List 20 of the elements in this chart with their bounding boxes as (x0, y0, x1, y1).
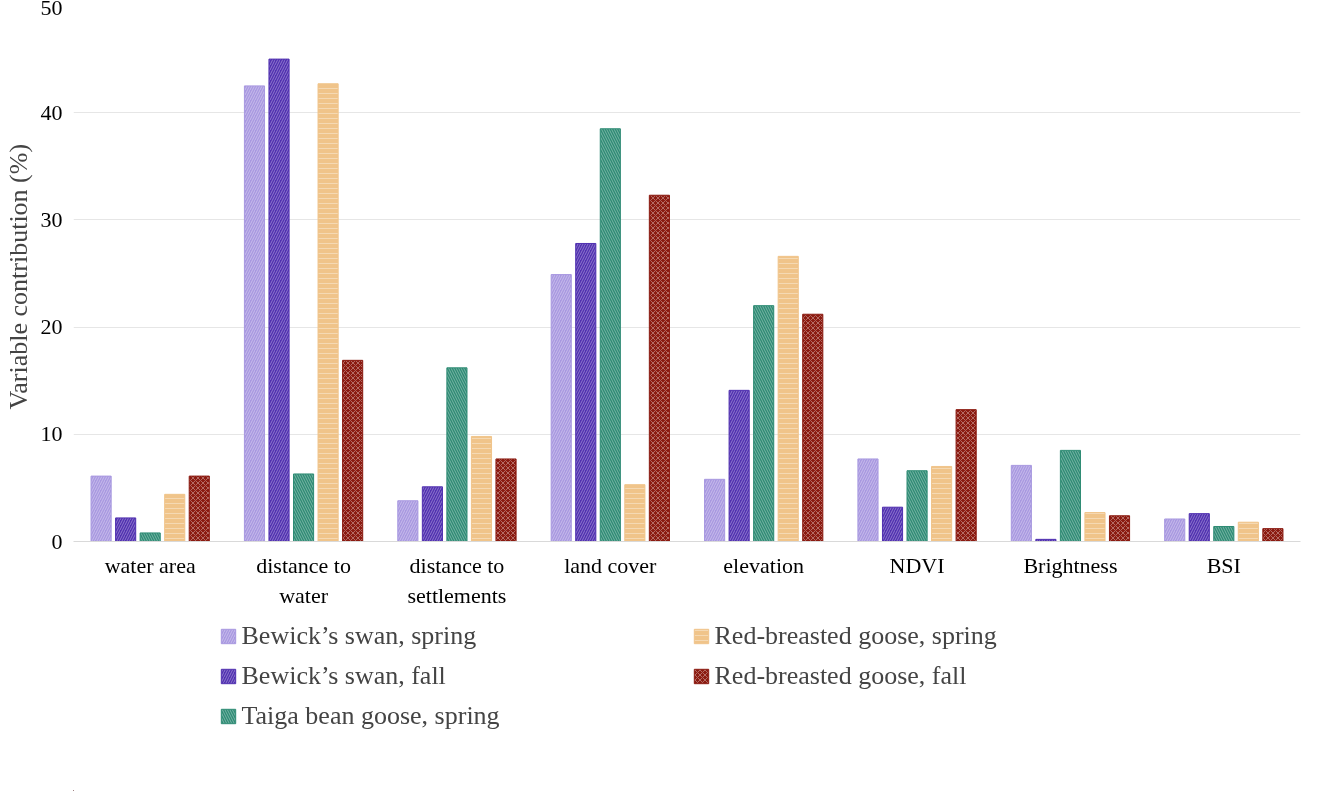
x-tick-label: water area (104, 552, 196, 578)
legend-label: Red-breasted goose, spring (714, 621, 998, 651)
y-tick-label: 40 (40, 99, 63, 125)
x-tick-label: distance to settlements (407, 552, 507, 608)
y-tick-label: 0 (51, 528, 63, 554)
y-tick-label: 10 (40, 421, 63, 447)
x-tick-label: Brightness (1023, 552, 1118, 578)
x-tick-label: BSI (1206, 552, 1241, 578)
x-tick-label: distance to water (256, 552, 351, 608)
legend-label: Taiga bean goose, spring (241, 701, 501, 731)
x-tick-label: elevation (723, 552, 805, 578)
y-tick-label: 30 (40, 206, 63, 232)
x-tick-label: land cover (564, 552, 658, 578)
legend-label: Red-breasted goose, fall (714, 661, 968, 691)
x-tick-label: NDVI (889, 552, 945, 578)
y-tick-label: 20 (40, 314, 63, 340)
y-tick-label: 50 (40, 0, 63, 20)
legend-label: Bewick’s swan, spring (241, 621, 478, 651)
y-axis-title: Variable contribution (%) (3, 143, 33, 410)
legend-label: Bewick’s swan, fall (241, 661, 447, 691)
